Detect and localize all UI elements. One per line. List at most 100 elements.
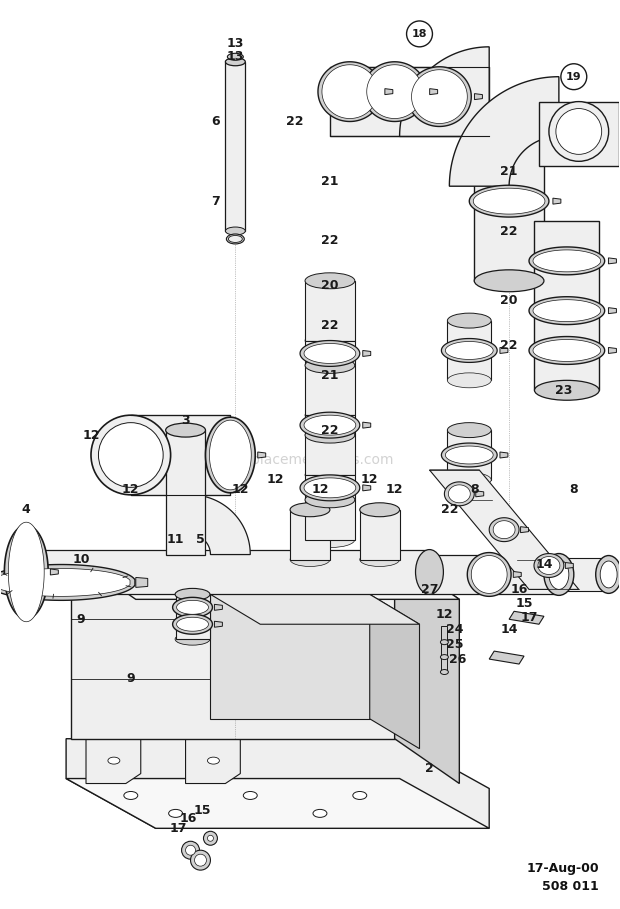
- Ellipse shape: [124, 792, 138, 799]
- Text: 16: 16: [510, 583, 528, 596]
- Ellipse shape: [374, 71, 415, 113]
- Text: 15: 15: [193, 804, 211, 817]
- Polygon shape: [441, 641, 448, 657]
- Polygon shape: [412, 70, 467, 124]
- Text: 14: 14: [500, 623, 518, 635]
- Ellipse shape: [226, 234, 244, 244]
- Ellipse shape: [305, 467, 355, 483]
- Polygon shape: [476, 491, 484, 497]
- Polygon shape: [370, 594, 420, 749]
- Ellipse shape: [474, 125, 544, 147]
- Text: 8: 8: [470, 484, 479, 496]
- Ellipse shape: [226, 58, 246, 65]
- Polygon shape: [509, 611, 544, 624]
- Ellipse shape: [305, 273, 355, 289]
- Ellipse shape: [313, 809, 327, 817]
- Polygon shape: [177, 600, 208, 614]
- Text: 21: 21: [321, 369, 339, 382]
- Ellipse shape: [175, 634, 210, 645]
- Circle shape: [203, 832, 218, 845]
- Polygon shape: [322, 65, 378, 118]
- Polygon shape: [441, 626, 448, 642]
- Ellipse shape: [549, 560, 569, 589]
- Ellipse shape: [243, 792, 257, 799]
- Ellipse shape: [322, 65, 377, 119]
- Text: 10: 10: [73, 553, 90, 566]
- Polygon shape: [529, 247, 604, 275]
- Text: 508 011: 508 011: [542, 880, 599, 893]
- Polygon shape: [445, 482, 474, 505]
- Polygon shape: [554, 557, 609, 592]
- Ellipse shape: [360, 553, 400, 566]
- Polygon shape: [363, 351, 371, 356]
- Text: 25: 25: [446, 637, 463, 651]
- Polygon shape: [86, 739, 141, 784]
- Polygon shape: [448, 484, 471, 503]
- Text: 9: 9: [126, 673, 135, 685]
- Ellipse shape: [418, 75, 460, 117]
- Ellipse shape: [305, 407, 355, 424]
- Polygon shape: [448, 321, 491, 380]
- Polygon shape: [608, 347, 616, 354]
- Polygon shape: [474, 94, 482, 100]
- Text: 5: 5: [196, 533, 205, 546]
- Ellipse shape: [353, 792, 367, 799]
- Ellipse shape: [305, 532, 355, 547]
- Polygon shape: [445, 342, 493, 359]
- Text: 3: 3: [181, 414, 190, 426]
- Text: 22: 22: [321, 424, 339, 436]
- Polygon shape: [0, 568, 130, 596]
- Polygon shape: [500, 452, 508, 458]
- Polygon shape: [175, 594, 210, 639]
- Ellipse shape: [367, 65, 422, 119]
- Polygon shape: [66, 778, 489, 828]
- Polygon shape: [450, 76, 559, 186]
- Ellipse shape: [448, 423, 491, 437]
- Polygon shape: [467, 553, 511, 596]
- Polygon shape: [300, 341, 360, 366]
- Text: 18: 18: [412, 29, 427, 39]
- Polygon shape: [300, 412, 360, 438]
- Polygon shape: [385, 89, 393, 95]
- Ellipse shape: [290, 503, 330, 516]
- Text: 17-Aug-00: 17-Aug-00: [526, 862, 599, 874]
- Polygon shape: [304, 344, 356, 364]
- Polygon shape: [190, 494, 250, 554]
- Ellipse shape: [448, 373, 491, 388]
- Polygon shape: [71, 554, 459, 599]
- Ellipse shape: [91, 415, 170, 494]
- Polygon shape: [538, 556, 560, 574]
- Circle shape: [182, 841, 200, 859]
- Polygon shape: [305, 415, 355, 435]
- Ellipse shape: [600, 561, 617, 588]
- Circle shape: [195, 854, 206, 866]
- Polygon shape: [185, 739, 241, 784]
- Polygon shape: [489, 651, 524, 664]
- Text: 22: 22: [286, 115, 304, 128]
- Ellipse shape: [11, 556, 31, 587]
- Polygon shape: [305, 435, 355, 474]
- Text: 26: 26: [449, 653, 466, 665]
- Polygon shape: [305, 500, 355, 540]
- Polygon shape: [330, 66, 489, 136]
- Text: 11: 11: [167, 533, 184, 546]
- Polygon shape: [489, 518, 519, 542]
- Polygon shape: [258, 452, 266, 458]
- Text: 12: 12: [122, 484, 140, 496]
- Polygon shape: [318, 62, 382, 122]
- Text: 20: 20: [500, 295, 518, 307]
- Polygon shape: [215, 604, 223, 610]
- Polygon shape: [608, 258, 616, 264]
- Ellipse shape: [169, 809, 182, 817]
- Text: 22: 22: [441, 504, 458, 516]
- Polygon shape: [215, 621, 223, 627]
- Ellipse shape: [305, 333, 355, 348]
- Ellipse shape: [360, 503, 400, 516]
- Circle shape: [190, 850, 210, 870]
- Text: 22: 22: [321, 235, 339, 247]
- Polygon shape: [226, 62, 246, 231]
- Polygon shape: [305, 474, 355, 500]
- Ellipse shape: [448, 473, 491, 487]
- Ellipse shape: [329, 71, 371, 113]
- Text: 20: 20: [321, 279, 339, 293]
